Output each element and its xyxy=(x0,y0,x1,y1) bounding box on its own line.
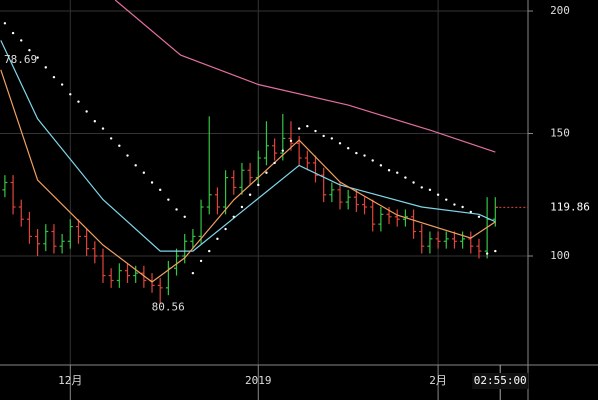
sar-dot xyxy=(232,215,235,218)
sar-dot xyxy=(306,124,309,128)
sar-dot xyxy=(3,22,7,25)
sar-dot xyxy=(477,215,481,218)
sar-dot xyxy=(224,227,227,231)
sar-dot xyxy=(404,176,407,179)
last-price-label: 119.86 xyxy=(550,200,590,213)
sar-dot xyxy=(183,215,186,218)
sar-dot xyxy=(265,171,268,174)
sar-dot xyxy=(355,151,358,155)
x-tick-label: 2019 xyxy=(245,374,272,387)
sar-dot xyxy=(289,139,293,143)
sar-dot xyxy=(396,171,399,174)
cursor-label: 02:55:00 xyxy=(474,374,527,387)
y-tick-label: 150 xyxy=(550,127,570,140)
sar-dot xyxy=(69,93,72,96)
moving-average xyxy=(114,0,496,153)
sar-dot xyxy=(150,181,154,184)
sar-dot xyxy=(428,188,432,192)
sar-dot xyxy=(60,83,64,86)
sar-dot xyxy=(363,154,366,157)
x-tick-label: 2月 xyxy=(429,374,447,387)
sar-dot xyxy=(77,100,80,103)
sar-dot xyxy=(257,183,260,187)
sar-dot xyxy=(281,149,284,152)
sar-dot xyxy=(379,164,383,167)
sar-dot xyxy=(208,249,211,253)
sar-dot xyxy=(216,237,219,241)
sar-dot xyxy=(346,147,350,150)
sar-dot xyxy=(191,271,195,275)
sar-dot xyxy=(436,193,440,196)
sar-dot xyxy=(118,144,121,147)
x-tick-label: 12月 xyxy=(58,374,82,387)
sar-dot xyxy=(494,249,497,253)
annotation: 78.69 xyxy=(4,53,37,66)
sar-dot xyxy=(158,188,162,192)
sar-dot xyxy=(371,159,374,162)
sar-dot xyxy=(20,39,23,42)
sar-dot xyxy=(248,193,252,196)
sar-dot xyxy=(445,198,448,201)
sar-dot xyxy=(387,169,391,172)
sar-dot xyxy=(101,127,105,130)
sar-dot xyxy=(314,129,317,133)
moving-average xyxy=(0,69,496,283)
sar-dot xyxy=(167,198,170,201)
sar-dot xyxy=(109,137,113,140)
sar-dot xyxy=(28,49,31,52)
sar-dot xyxy=(330,137,334,140)
moving-average xyxy=(0,40,496,252)
sar-dot xyxy=(273,161,276,165)
sar-dot xyxy=(44,66,47,69)
sar-dot xyxy=(297,127,301,130)
sar-dot xyxy=(469,210,472,214)
sar-dot xyxy=(93,120,97,123)
sar-dot xyxy=(85,110,88,113)
sar-dot xyxy=(453,203,456,206)
plot xyxy=(0,0,498,304)
sar-dot xyxy=(322,134,325,138)
sar-dot xyxy=(52,75,56,79)
sar-dot xyxy=(240,205,244,209)
sar-dot xyxy=(126,154,129,157)
sar-dot xyxy=(461,205,464,209)
sar-dot xyxy=(36,56,39,59)
cursor-box xyxy=(472,373,529,389)
sar-dot xyxy=(142,171,146,174)
sar-dot xyxy=(175,208,178,211)
sar-dot xyxy=(485,252,489,255)
y-tick-label: 200 xyxy=(550,4,570,17)
sar-dot xyxy=(11,31,15,35)
sar-dot xyxy=(338,142,342,145)
sar-dot xyxy=(412,181,415,184)
sar-dot xyxy=(134,164,137,167)
sar-dot xyxy=(199,259,203,263)
y-tick-label: 100 xyxy=(550,249,570,262)
annotation: 80.56 xyxy=(152,301,185,314)
sar-dot xyxy=(420,186,423,189)
